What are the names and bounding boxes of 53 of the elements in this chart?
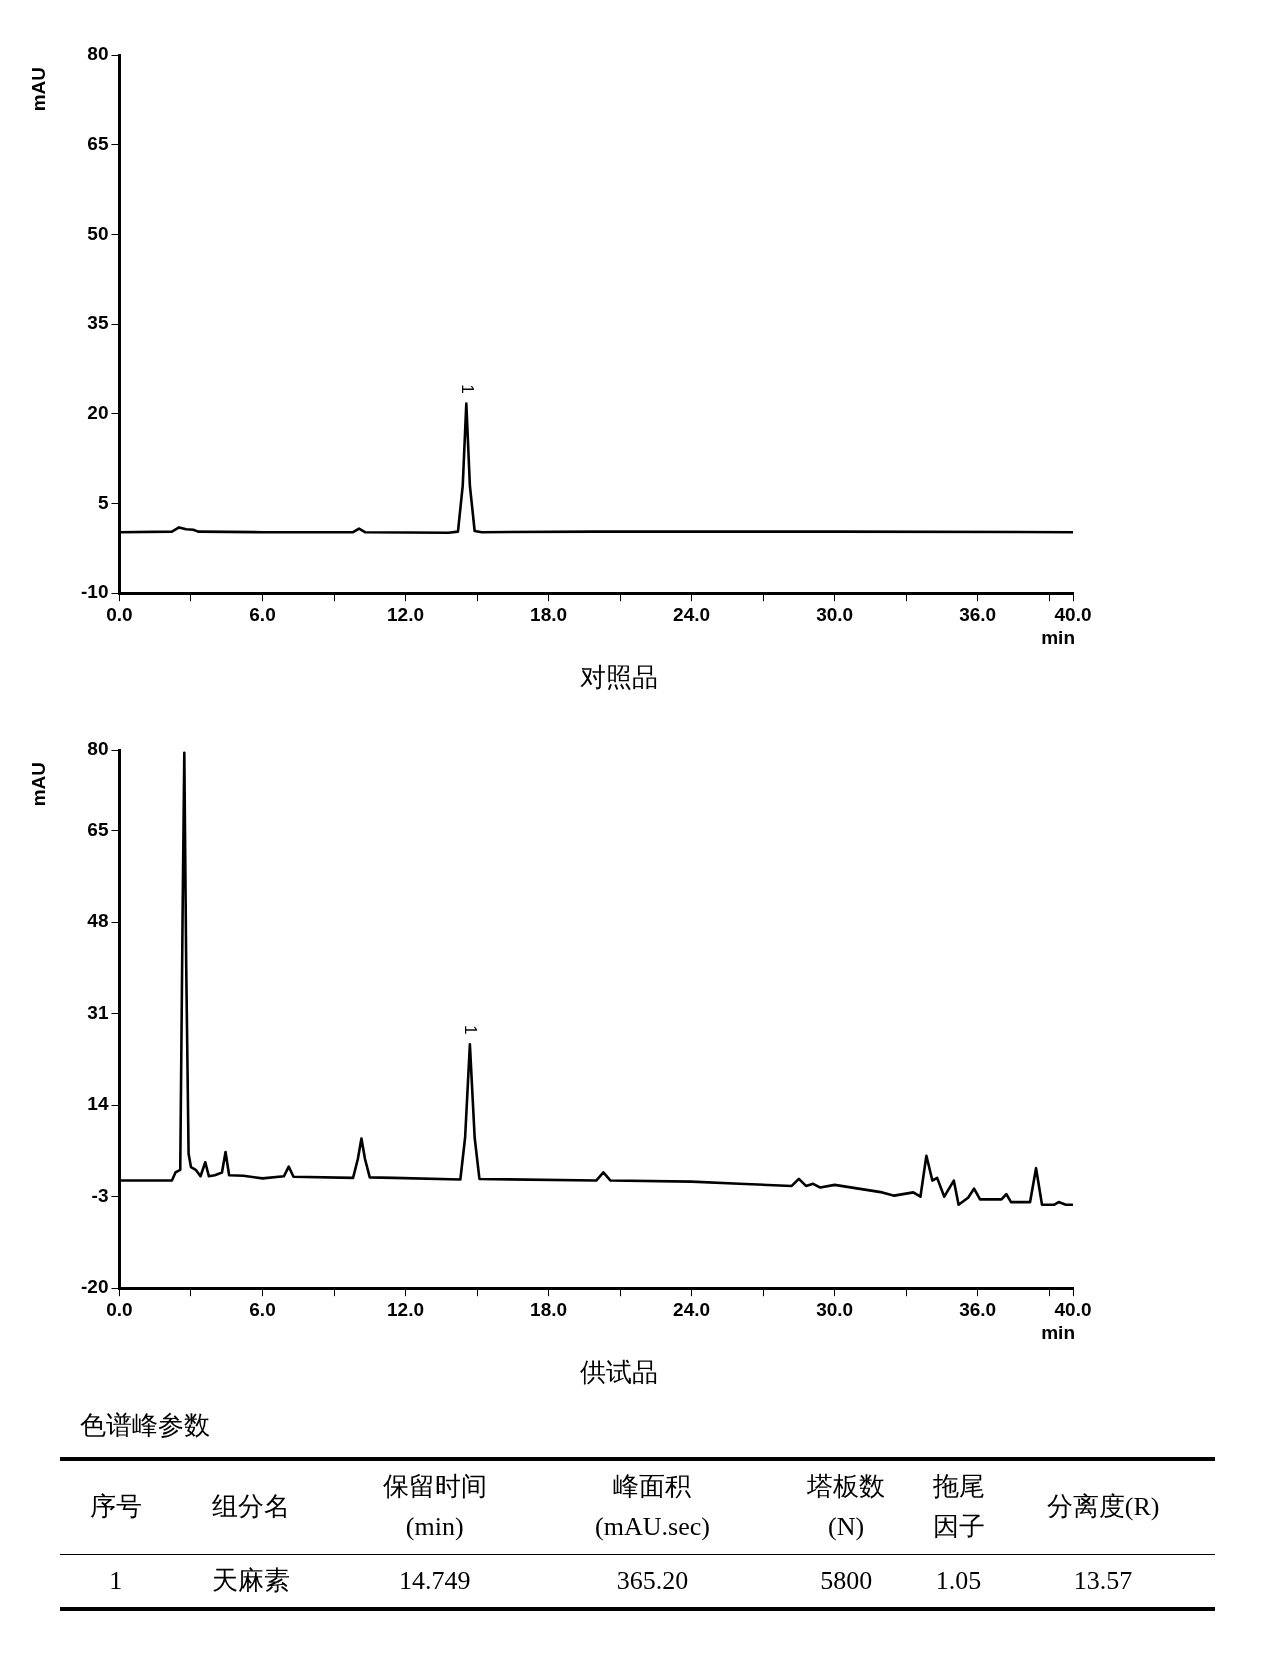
text: 色谱峰参数 [80, 1410, 211, 1442]
text: 14.749 [397, 1564, 472, 1597]
y-tick-label: 80 [87, 43, 109, 65]
y-axis-title: mAU [27, 67, 49, 112]
x-tick-label: 12.0 [387, 603, 425, 625]
y-axis-title: mAU [27, 762, 49, 807]
text: 1 [108, 1564, 124, 1597]
text: 保留时间 (min) [330, 1459, 539, 1555]
y-tick-label: 50 [87, 222, 109, 244]
x-tick-label: 12.0 [387, 1298, 425, 1320]
x-tick-label: 40.0 [1054, 603, 1092, 625]
x-axis-title: min [1041, 1321, 1075, 1343]
text: 对照品 [579, 662, 659, 694]
x-tick-label: 6.0 [249, 1298, 276, 1320]
text: 供试品 [579, 1357, 659, 1389]
y-tick-label: 14 [87, 1093, 109, 1115]
text: 分离度(R) [991, 1459, 1215, 1555]
y-tick-label: 65 [87, 132, 109, 154]
y-tick-label: -3 [91, 1184, 109, 1206]
x-tick-label: 18.0 [530, 603, 568, 625]
text: 组分名 [171, 1459, 331, 1555]
x-tick-label: 0.0 [106, 603, 133, 625]
x-tick-label: 30.0 [816, 603, 854, 625]
text: 5800 [819, 1564, 874, 1597]
x-tick-label: 30.0 [816, 1298, 854, 1320]
x-tick-label: 6.0 [249, 603, 276, 625]
y-tick-label: 20 [87, 402, 109, 424]
y-tick-label: 80 [87, 738, 109, 760]
x-axis-title: min [1041, 626, 1075, 648]
text: 天麻素 [211, 1564, 292, 1597]
y-tick-label: -20 [80, 1276, 109, 1298]
y-tick-label: -10 [80, 581, 109, 603]
y-tick-label: 5 [97, 491, 109, 513]
text: 序号 [60, 1459, 172, 1555]
x-tick-label: 0.0 [106, 1298, 133, 1320]
y-tick-label: 35 [87, 312, 109, 334]
text: 塔板数 (N) [766, 1459, 926, 1555]
x-tick-label: 24.0 [673, 1298, 711, 1320]
y-tick-label: 48 [87, 910, 109, 932]
annotation: 1 [461, 1024, 481, 1035]
x-tick-label: 36.0 [959, 603, 997, 625]
x-tick-label: 36.0 [959, 1298, 997, 1320]
x-tick-label: 40.0 [1054, 1298, 1092, 1320]
y-tick-label: 31 [87, 1001, 109, 1023]
y-tick-label: 65 [87, 818, 109, 840]
annotation: 1 [457, 384, 477, 394]
text: 365.20 [615, 1564, 690, 1597]
text: 拖尾因子 [925, 1459, 992, 1555]
text: 13.57 [1072, 1564, 1134, 1597]
x-tick-label: 18.0 [530, 1298, 568, 1320]
text: 1.05 [934, 1564, 983, 1597]
text: 峰面积 (mAU.sec) [538, 1459, 767, 1555]
x-tick-label: 24.0 [673, 603, 711, 625]
